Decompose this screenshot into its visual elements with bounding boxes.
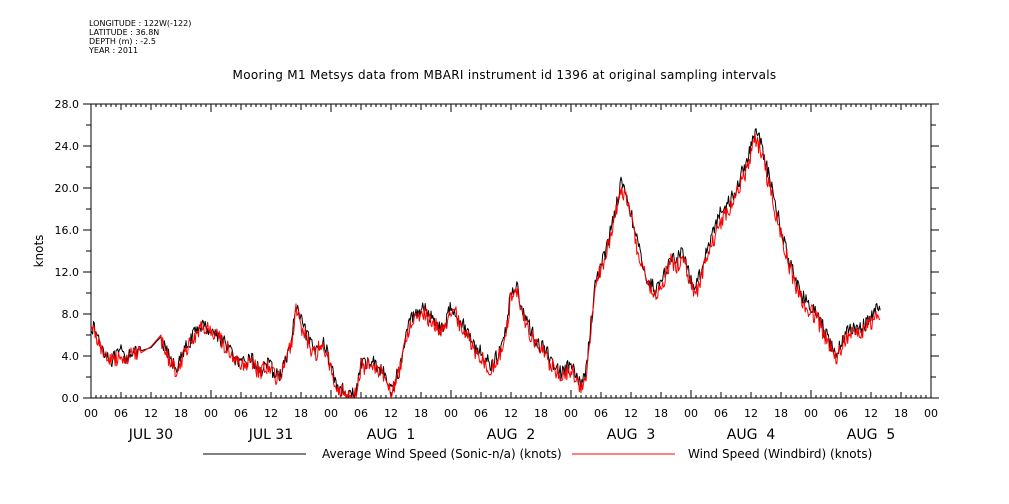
series-line-1	[90, 133, 881, 398]
latitude-label: LATITUDE : 36.8N	[89, 28, 160, 37]
day-label: JUL 31	[248, 427, 293, 443]
x-tick-label: 06	[474, 407, 488, 420]
day-labels: JUL 30 JUL 31 AUG 1 AUG 2 AUG 3 AUG 4 AUG 5	[128, 427, 895, 443]
legend: Average Wind Speed (Sonic-n/a) (knots) W…	[203, 447, 872, 461]
plot-frame	[90, 103, 932, 399]
x-tick-label: 00	[804, 407, 818, 420]
y-tick-label: 16.0	[55, 224, 80, 237]
y-tick-label: 12.0	[55, 266, 80, 279]
x-tick-label: 12	[864, 407, 878, 420]
x-tick-label: 12	[144, 407, 158, 420]
legend-label-windbird: Wind Speed (Windbird) (knots)	[688, 447, 872, 461]
y-tick-label: 24.0	[55, 140, 80, 153]
y-tick-label: 28.0	[55, 98, 80, 111]
longitude-label: LONGITUDE : 122W(-122)	[89, 19, 192, 28]
x-tick-label: 00	[444, 407, 458, 420]
x-tick-label: 06	[714, 407, 728, 420]
x-tick-label: 06	[234, 407, 248, 420]
y-tick-labels: 0.0 4.0 8.0 12.0 16.0 20.0 24.0 28.0	[55, 98, 80, 405]
y-tick-label: 8.0	[62, 308, 80, 321]
x-tick-label: 00	[84, 407, 98, 420]
x-tick-label: 12	[624, 407, 638, 420]
day-label: AUG 3	[607, 427, 655, 443]
series-line-0	[90, 128, 881, 398]
x-tick-label: 18	[654, 407, 668, 420]
x-tick-label: 18	[414, 407, 428, 420]
x-tick-label: 06	[354, 407, 368, 420]
x-tick-label: 12	[264, 407, 278, 420]
x-tick-label: 12	[384, 407, 398, 420]
y-tick-label: 20.0	[55, 182, 80, 195]
series-layer	[90, 128, 881, 398]
day-label: AUG 5	[847, 427, 895, 443]
day-label: JUL 30	[128, 427, 173, 443]
y-axis-label: knots	[32, 235, 46, 268]
x-tick-label: 18	[894, 407, 908, 420]
y-tick-label: 4.0	[62, 350, 80, 363]
day-label: AUG 2	[487, 427, 535, 443]
axis-ticks	[83, 103, 939, 399]
x-tick-label: 12	[504, 407, 518, 420]
x-tick-label: 00	[204, 407, 218, 420]
x-tick-label: 00	[684, 407, 698, 420]
legend-label-sonic: Average Wind Speed (Sonic-n/a) (knots)	[322, 447, 562, 461]
x-tick-label: 00	[324, 407, 338, 420]
x-tick-label: 18	[294, 407, 308, 420]
day-label: AUG 4	[727, 427, 776, 443]
x-tick-label: 18	[534, 407, 548, 420]
x-tick-labels: 00 06 12 18 00 06 12 18 00 06 12 18 00 06 12 18 00 06 12 18…	[84, 407, 938, 420]
day-label: AUG 1	[367, 427, 415, 443]
x-tick-label: 00	[924, 407, 938, 420]
x-tick-label: 06	[114, 407, 128, 420]
depth-label: DEPTH (m) : -2.5	[89, 37, 156, 46]
x-tick-label: 12	[744, 407, 758, 420]
y-tick-label: 0.0	[62, 392, 80, 405]
x-tick-label: 18	[174, 407, 188, 420]
chart-title: Mooring M1 Metsys data from MBARI instru…	[232, 68, 777, 82]
x-tick-label: 00	[564, 407, 578, 420]
x-tick-label: 06	[834, 407, 848, 420]
x-tick-label: 18	[774, 407, 788, 420]
x-tick-label: 06	[594, 407, 608, 420]
year-label: YEAR : 2011	[89, 46, 139, 55]
metadata-block: LONGITUDE : 122W(-122) LATITUDE : 36.8N …	[89, 19, 191, 55]
